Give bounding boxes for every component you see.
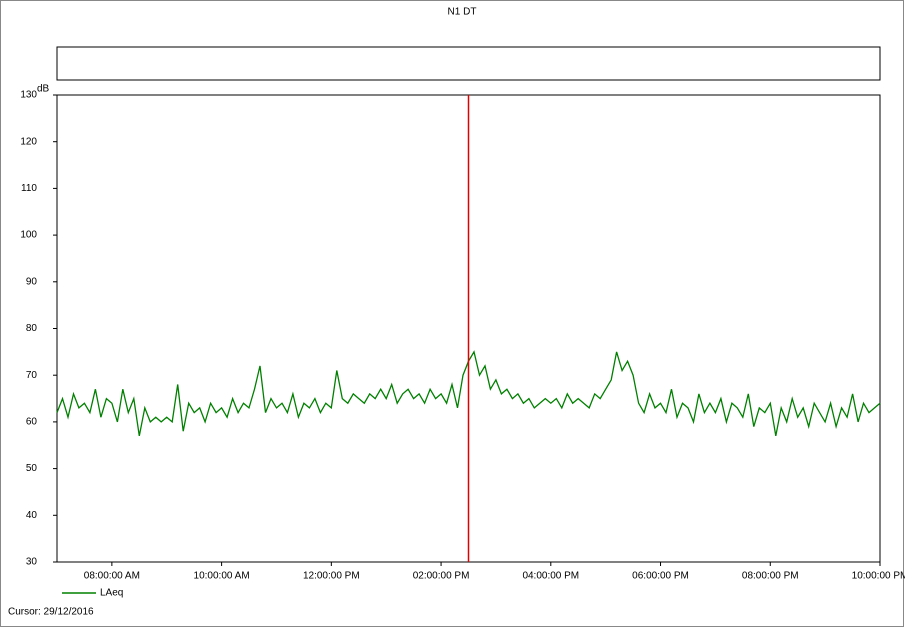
legend-label: LAeq xyxy=(100,588,123,599)
y-tick-label: 40 xyxy=(26,510,38,521)
y-tick-label: 90 xyxy=(26,276,38,287)
y-tick-label: 130 xyxy=(20,90,37,101)
y-tick-label: 120 xyxy=(20,136,37,147)
y-tick-label: 70 xyxy=(26,370,38,381)
y-tick-label: 110 xyxy=(21,183,37,194)
x-tick-label: 04:00:00 PM xyxy=(522,571,579,582)
y-tick-label: 60 xyxy=(26,417,38,428)
x-tick-label: 08:00:00 AM xyxy=(84,571,140,582)
x-tick-label: 12:00:00 PM xyxy=(303,571,360,582)
y-tick-label: 30 xyxy=(26,557,38,568)
x-tick-label: 06:00:00 PM xyxy=(632,571,689,582)
x-tick-label: 02:00:00 PM xyxy=(413,571,470,582)
x-tick-label: 10:00:00 PM xyxy=(852,571,905,582)
y-axis-label: dB xyxy=(37,84,50,95)
y-tick-label: 80 xyxy=(26,323,38,334)
chart-title: N1 DT xyxy=(448,7,477,18)
x-tick-label: 08:00:00 PM xyxy=(742,571,799,582)
header-box xyxy=(56,46,881,81)
cursor-label: Cursor: 29/12/2016 xyxy=(8,607,94,618)
y-tick-label: 50 xyxy=(26,463,38,474)
y-tick-label: 100 xyxy=(20,230,37,241)
x-tick-label: 10:00:00 AM xyxy=(194,571,250,582)
